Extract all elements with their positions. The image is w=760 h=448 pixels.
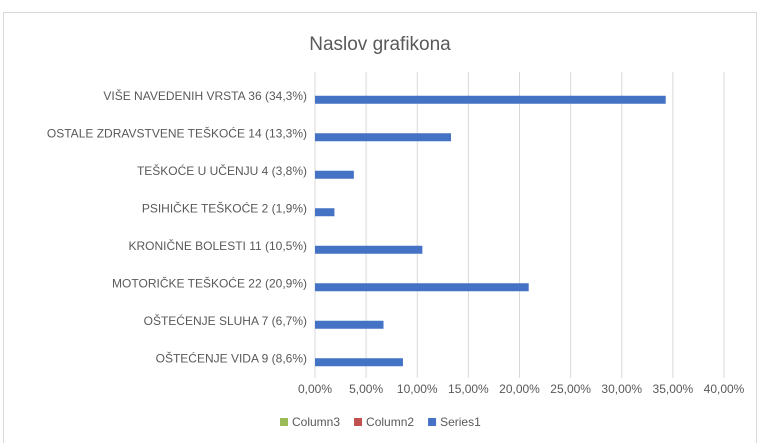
- bar: [315, 170, 354, 179]
- x-tick-label: 40,00%: [704, 382, 745, 396]
- x-tick-label: 5,00%: [349, 382, 383, 396]
- bar: [315, 133, 451, 142]
- legend-swatch: [354, 418, 363, 426]
- bar: [315, 245, 423, 254]
- chart-area: [3, 12, 757, 448]
- y-tick-label: VIŠE NAVEDENIH VRSTA 36 (34,3%): [103, 88, 307, 103]
- bar: [315, 283, 529, 292]
- legend-swatch: [428, 418, 437, 426]
- y-tick-label: OŠTEĆENJE SLUHA 7 (6,7%): [144, 313, 307, 328]
- legend-swatch: [280, 418, 288, 426]
- legend-label: Column2: [366, 415, 414, 429]
- bar: [315, 358, 403, 367]
- y-tick-label: OŠTEĆENJE VIDA 9 (8,6%): [156, 350, 307, 365]
- y-tick-label: OSTALE ZDRAVSTVENE TEŠKOĆE 14 (13,3%): [47, 125, 307, 140]
- legend-label: Series1: [440, 415, 481, 429]
- x-tick-label: 20,00%: [499, 382, 540, 396]
- y-tick-label: MOTORIČKE TEŠKOĆE 22 (20,9%): [112, 275, 307, 290]
- x-tick-label: 0,00%: [298, 382, 332, 396]
- x-tick-label: 35,00%: [653, 382, 694, 396]
- legend-label: Column3: [292, 415, 340, 429]
- y-tick-label: TEŠKOĆE U UČENJU 4 (3,8%): [137, 163, 307, 178]
- bar: [315, 95, 666, 104]
- bar: [315, 320, 384, 329]
- y-tick-label: PSIHIČKE TEŠKOĆE 2 (1,9%): [142, 200, 307, 215]
- x-tick-label: 15,00%: [448, 382, 489, 396]
- y-tick-label: KRONIČNE BOLESTI 11 (10,5%): [129, 238, 308, 253]
- bar: [315, 208, 335, 217]
- x-tick-label: 10,00%: [397, 382, 438, 396]
- x-tick-label: 25,00%: [550, 382, 591, 396]
- chart-title: Naslov grafikona: [309, 34, 451, 55]
- x-tick-label: 30,00%: [601, 382, 642, 396]
